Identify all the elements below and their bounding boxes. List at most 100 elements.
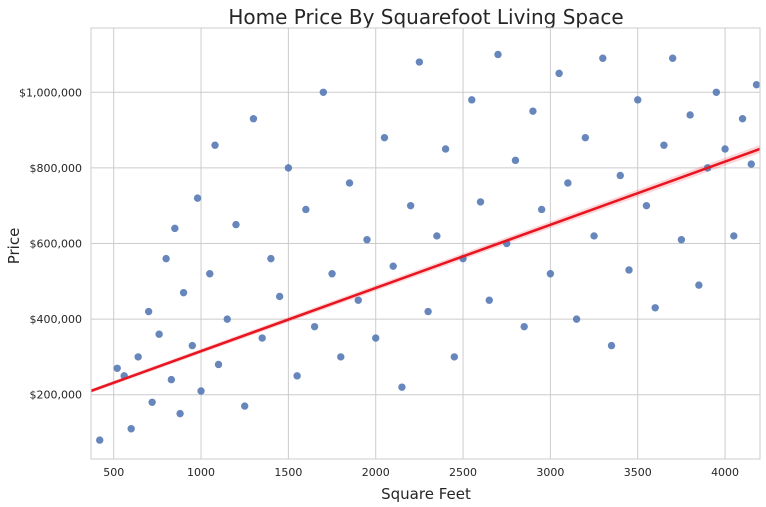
x-tick-label: 2500 — [449, 466, 477, 479]
data-point — [677, 236, 686, 244]
data-point — [176, 409, 184, 418]
data-point — [193, 194, 202, 202]
y-tick-label: $600,000 — [30, 238, 83, 251]
data-point — [241, 402, 249, 410]
x-tick-labels: 500 1000 1500 2000 2500 3000 3500 4000 — [103, 466, 739, 479]
data-point — [695, 281, 703, 289]
data-point — [293, 372, 301, 380]
data-point — [389, 262, 397, 270]
data-point — [520, 322, 528, 331]
data-point — [134, 353, 142, 361]
y-tick-label: $400,000 — [30, 313, 83, 326]
data-point — [494, 50, 502, 59]
data-point — [96, 436, 104, 444]
data-point — [113, 364, 121, 372]
data-point — [258, 334, 266, 342]
x-tick-label: 3000 — [536, 466, 564, 479]
x-tick-label: 500 — [103, 466, 124, 479]
y-tick-label: $200,000 — [30, 389, 83, 402]
x-axis-title: Square Feet — [381, 485, 471, 503]
data-point — [267, 254, 275, 263]
data-point — [206, 270, 214, 278]
data-point — [354, 296, 362, 304]
data-point — [747, 160, 755, 168]
data-point — [345, 179, 354, 187]
data-point — [468, 96, 476, 104]
data-point — [660, 141, 668, 149]
data-point — [211, 141, 219, 149]
data-point — [167, 375, 176, 384]
data-point — [450, 353, 459, 361]
data-point — [712, 88, 721, 96]
y-axis-title: Price — [5, 228, 23, 265]
data-point — [302, 205, 310, 214]
data-point — [607, 341, 616, 350]
data-point — [721, 145, 729, 153]
data-point — [337, 353, 345, 361]
data-point — [232, 220, 240, 229]
data-point — [730, 232, 738, 240]
x-tick-label: 1000 — [187, 466, 215, 479]
data-point — [310, 322, 319, 331]
data-point — [572, 315, 581, 323]
data-point — [328, 270, 336, 278]
data-point — [625, 266, 633, 274]
data-point — [162, 254, 170, 263]
data-point — [581, 133, 590, 142]
data-point — [599, 54, 607, 62]
data-point — [372, 334, 380, 342]
data-point — [197, 387, 205, 395]
chart-title: Home Price By Squarefoot Living Space — [228, 5, 623, 29]
data-point — [406, 201, 415, 210]
data-point — [642, 201, 651, 210]
data-point — [424, 307, 432, 316]
data-point — [634, 96, 642, 104]
data-point — [319, 88, 328, 96]
regression-line — [90, 147, 761, 393]
data-point — [752, 81, 761, 89]
data-point — [188, 341, 197, 350]
data-points — [96, 50, 761, 444]
regression-line-layer — [90, 147, 761, 393]
y-tick-labels: $200,000 $400,000 $600,000 $800,000 $1,000,0… — [19, 86, 82, 401]
data-point — [363, 236, 371, 244]
data-point — [223, 315, 231, 323]
grid — [91, 28, 760, 459]
x-tick-label: 2000 — [362, 466, 390, 479]
data-point — [155, 330, 163, 338]
data-point — [433, 232, 441, 240]
data-point — [476, 198, 485, 206]
data-point — [380, 133, 389, 142]
data-point — [171, 224, 179, 233]
data-point — [590, 232, 598, 240]
x-tick-label: 1500 — [274, 466, 302, 479]
plot-frame — [90, 27, 761, 460]
data-point — [668, 54, 677, 62]
x-tick-label: 4000 — [711, 466, 739, 479]
y-tick-label: $800,000 — [30, 162, 83, 175]
data-point — [148, 398, 156, 406]
data-point — [511, 156, 520, 165]
data-point — [441, 145, 450, 153]
data-point — [214, 360, 223, 369]
data-point — [546, 270, 555, 278]
data-point — [144, 307, 153, 316]
data-point — [127, 425, 135, 433]
data-point — [249, 115, 258, 123]
data-point — [529, 107, 537, 115]
data-point — [284, 164, 293, 172]
data-point — [415, 58, 424, 66]
data-point — [275, 292, 284, 301]
data-point — [485, 296, 493, 304]
data-point — [398, 383, 406, 391]
data-point — [651, 304, 659, 312]
data-point — [686, 111, 694, 119]
data-point — [179, 288, 188, 297]
x-tick-label: 3500 — [624, 466, 652, 479]
y-tick-label: $1,000,000 — [19, 86, 82, 99]
data-point — [616, 171, 624, 180]
data-point — [555, 69, 563, 78]
data-point — [564, 179, 572, 187]
